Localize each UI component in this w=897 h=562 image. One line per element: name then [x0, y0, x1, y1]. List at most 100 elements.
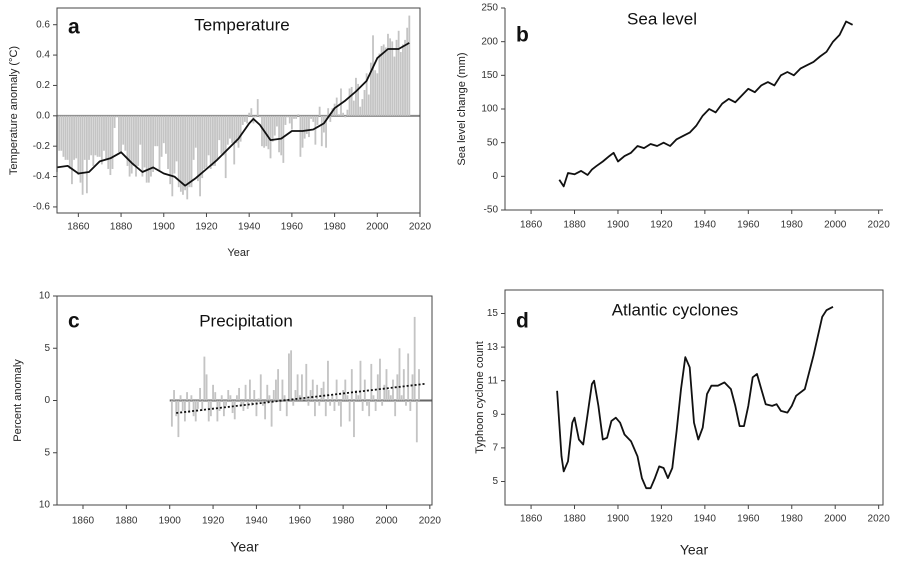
bar [201, 400, 204, 411]
x-tick-label: 1880 [563, 220, 586, 231]
bar [406, 27, 409, 116]
bar [98, 115, 101, 157]
bar [209, 400, 212, 417]
bar [143, 115, 146, 168]
bar [156, 115, 159, 147]
bar [126, 115, 129, 166]
bar [404, 39, 406, 116]
y-tick-label: 0 [44, 395, 50, 406]
bar [391, 41, 394, 116]
bar [175, 400, 178, 417]
x-tick-label: 1940 [694, 220, 717, 231]
bar [256, 99, 259, 116]
bar [79, 115, 82, 183]
bar [237, 115, 240, 148]
bar [197, 115, 199, 182]
bar [355, 77, 357, 116]
bar [340, 400, 342, 427]
bar [66, 115, 69, 160]
x-axis-label: Year [227, 247, 250, 259]
bar [276, 115, 278, 127]
bar [243, 115, 246, 122]
x-tick-label: 1940 [694, 514, 717, 525]
bar [357, 83, 359, 116]
bar [350, 86, 353, 116]
bar [299, 115, 302, 157]
bar [320, 115, 323, 147]
bar [348, 88, 351, 116]
bar [233, 115, 236, 165]
x-tick-label: 2000 [824, 220, 847, 231]
bar [320, 387, 323, 401]
bar [253, 390, 256, 401]
bar [271, 115, 274, 142]
bar [177, 115, 180, 188]
bar [282, 115, 285, 163]
bar [203, 115, 206, 169]
x-axis-label: Year [230, 539, 259, 555]
bar [150, 115, 152, 177]
bar [387, 390, 390, 401]
bar [207, 115, 210, 156]
bar [389, 395, 392, 401]
bar [262, 400, 264, 406]
bar [141, 115, 144, 177]
bar [88, 115, 90, 160]
x-tick-label: 1940 [238, 222, 261, 233]
bar [384, 47, 387, 116]
bar [293, 115, 295, 119]
bar [283, 395, 286, 401]
bar [257, 398, 260, 401]
bar [396, 374, 399, 401]
x-tick-label: 2000 [366, 222, 389, 233]
x-tick-label: 2020 [409, 222, 432, 233]
bar [83, 115, 86, 160]
bar [270, 400, 273, 427]
bar [387, 33, 389, 116]
bar [92, 115, 95, 166]
bar [346, 109, 349, 116]
bar [369, 62, 372, 116]
y-tick-label: 150 [481, 70, 498, 81]
bar [173, 115, 176, 174]
x-tick-label: 1920 [650, 220, 673, 231]
bar [380, 45, 383, 116]
bar [359, 360, 362, 401]
bar [383, 384, 386, 401]
plot-frame [504, 289, 884, 506]
bar [399, 52, 402, 116]
bar [342, 112, 345, 116]
panel-letter: a [68, 16, 80, 39]
bar [400, 395, 403, 401]
y-tick-label: 0.0 [36, 110, 50, 121]
bar [111, 115, 114, 169]
x-tick-label: 1960 [289, 516, 312, 527]
bar [290, 115, 293, 130]
bar [216, 115, 219, 160]
bar [229, 395, 232, 401]
bar [335, 379, 338, 401]
bar [100, 115, 103, 165]
y-tick-label: 5 [492, 476, 498, 487]
bar [137, 115, 140, 166]
y-tick-label: 10 [39, 291, 51, 302]
bar [73, 115, 75, 160]
bar [329, 400, 332, 406]
bar [393, 56, 396, 116]
x-tick-label: 2000 [824, 514, 847, 525]
bar [194, 400, 197, 422]
bar [190, 395, 193, 401]
bar [196, 400, 199, 409]
bar [233, 400, 236, 420]
bar [280, 115, 283, 156]
bar [372, 35, 374, 116]
bar [265, 115, 268, 147]
bar [60, 115, 63, 151]
bar [203, 356, 206, 401]
x-tick-label: 1880 [563, 514, 586, 525]
bar [154, 115, 157, 147]
bar [374, 70, 377, 116]
bar [301, 374, 303, 401]
